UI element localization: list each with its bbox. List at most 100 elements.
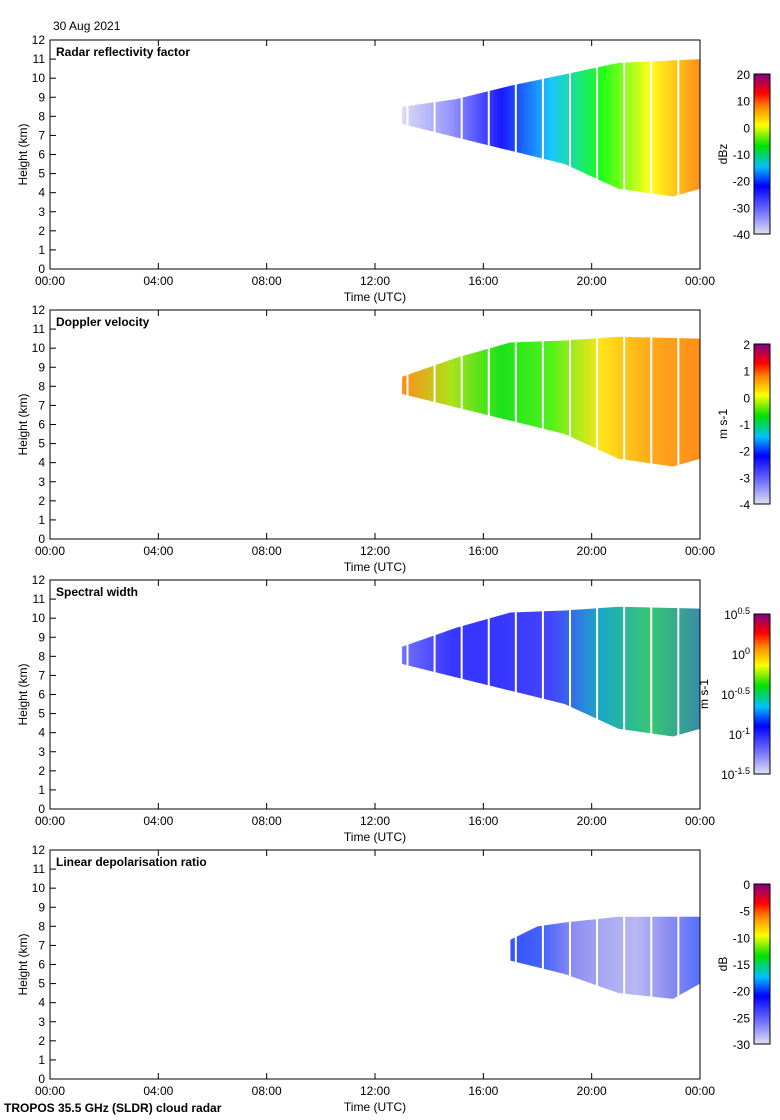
y-tick-label: 12	[32, 303, 46, 317]
colorbar-tick-label: 10-1.5	[721, 766, 750, 782]
x-tick-label: 00:00	[685, 274, 715, 288]
y-tick-label: 10	[32, 71, 46, 85]
y-tick-label: 8	[38, 649, 45, 663]
colorbar-tick-label: -3	[739, 471, 750, 485]
y-tick-label: 11	[33, 52, 46, 66]
cloud-echo	[510, 916, 700, 999]
x-tick-label: 00:00	[685, 814, 715, 828]
x-tick-label: 00:00	[685, 544, 715, 558]
y-tick-label: 1	[38, 783, 45, 797]
y-tick-label: 9	[38, 90, 45, 104]
colorbar	[753, 73, 771, 235]
colorbar-tick-label: -2	[739, 445, 750, 459]
colorbar-label: dB	[716, 957, 730, 972]
y-tick-label: 6	[38, 688, 45, 702]
y-tick-label: 11	[33, 862, 46, 876]
x-tick-label: 12:00	[360, 544, 390, 558]
x-axis-label: Time (UTC)	[344, 560, 406, 574]
colorbar	[753, 883, 771, 1045]
x-tick-label: 20:00	[577, 544, 607, 558]
y-tick-label: 9	[38, 360, 45, 374]
cloud-echo	[402, 606, 700, 737]
y-tick-label: 10	[32, 881, 46, 895]
x-tick-label: 12:00	[360, 814, 390, 828]
colorbar	[753, 613, 771, 775]
colorbar-tick-label: -10	[733, 931, 751, 945]
y-tick-label: 0	[38, 1072, 45, 1086]
x-tick-label: 20:00	[577, 1084, 607, 1098]
x-tick-label: 00:00	[35, 274, 65, 288]
y-tick-label: 6	[38, 418, 45, 432]
y-tick-label: 6	[38, 148, 45, 162]
x-tick-label: 00:00	[35, 814, 65, 828]
y-tick-label: 3	[38, 475, 45, 489]
y-tick-label: 0	[38, 262, 45, 276]
y-tick-label: 6	[38, 958, 45, 972]
panel-title: Linear depolarisation ratio	[56, 855, 207, 869]
x-tick-label: 00:00	[35, 544, 65, 558]
x-tick-label: 16:00	[468, 274, 498, 288]
exponent: -0.5	[734, 686, 750, 696]
y-tick-label: 1	[38, 513, 45, 527]
colorbar-tick-label: -20	[733, 985, 751, 999]
x-axis-label: Time (UTC)	[344, 830, 406, 844]
colorbar-tick-label: 1	[743, 365, 750, 379]
y-tick-label: 7	[38, 128, 45, 142]
y-tick-label: 9	[38, 900, 45, 914]
y-tick-label: 7	[38, 938, 45, 952]
x-tick-label: 20:00	[577, 814, 607, 828]
x-tick-label: 04:00	[143, 544, 173, 558]
y-tick-label: 4	[38, 726, 45, 740]
colorbar-tick-label: 20	[737, 68, 751, 82]
y-tick-label: 2	[38, 494, 45, 508]
colorbar-tick-label: 100	[732, 646, 750, 662]
y-tick-label: 2	[38, 764, 45, 778]
y-tick-label: 1	[38, 243, 45, 257]
y-tick-label: 10	[32, 341, 46, 355]
exponent: -1	[742, 726, 750, 736]
x-axis-label: Time (UTC)	[344, 290, 406, 304]
date-label: 30 Aug 2021	[53, 19, 121, 33]
exponent: -1.5	[734, 766, 750, 776]
panel-title: Radar reflectivity factor	[56, 45, 190, 59]
colorbar-label: m s-1	[697, 679, 711, 709]
x-tick-label: 12:00	[360, 1084, 390, 1098]
colorbar-label: dBz	[716, 144, 730, 165]
x-tick-label: 04:00	[143, 274, 173, 288]
y-axis-label: Height (km)	[16, 393, 30, 455]
y-tick-label: 11	[33, 592, 46, 606]
y-tick-label: 12	[32, 573, 46, 587]
x-tick-label: 00:00	[685, 1084, 715, 1098]
colorbar-tick-label: -40	[733, 228, 751, 242]
x-tick-label: 16:00	[468, 1084, 498, 1098]
x-tick-label: 04:00	[143, 814, 173, 828]
y-tick-label: 0	[38, 802, 45, 816]
y-tick-label: 11	[33, 322, 46, 336]
y-tick-label: 4	[38, 456, 45, 470]
y-tick-label: 5	[38, 707, 45, 721]
x-tick-label: 08:00	[252, 1084, 282, 1098]
x-tick-label: 08:00	[252, 274, 282, 288]
y-tick-label: 3	[38, 745, 45, 759]
y-tick-label: 0	[38, 532, 45, 546]
y-tick-label: 4	[38, 186, 45, 200]
y-axis-label: Height (km)	[16, 663, 30, 725]
exponent: 0	[745, 646, 750, 656]
colorbar-tick-label: -10	[733, 148, 751, 162]
y-tick-label: 12	[32, 33, 46, 47]
x-tick-label: 04:00	[143, 1084, 173, 1098]
colorbar-tick-label: 0	[743, 391, 750, 405]
y-axis-label: Height (km)	[16, 933, 30, 995]
colorbar-label: m s-1	[716, 409, 730, 439]
x-tick-label: 00:00	[35, 1084, 65, 1098]
y-tick-label: 8	[38, 919, 45, 933]
colorbar-tick-label: -5	[739, 905, 750, 919]
x-tick-label: 16:00	[468, 544, 498, 558]
exponent: 0.5	[737, 606, 750, 616]
cloud-echo	[402, 59, 700, 197]
cloud-echo	[402, 336, 700, 467]
colorbar-tick-label: -30	[733, 1038, 751, 1052]
